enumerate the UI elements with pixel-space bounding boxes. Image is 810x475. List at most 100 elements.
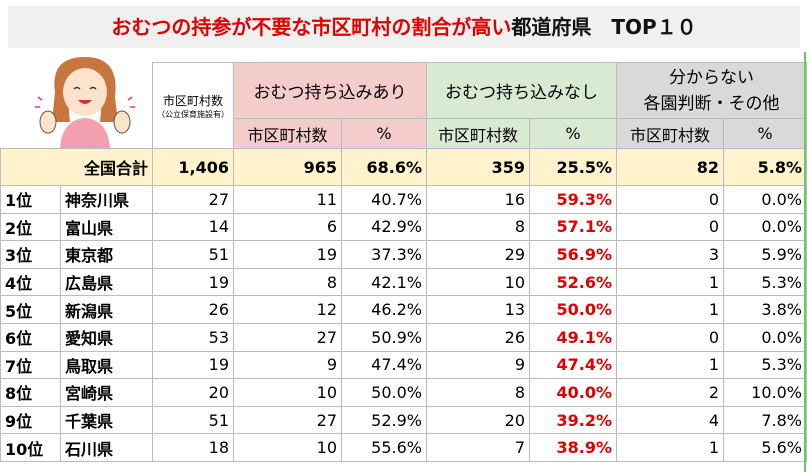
cell-p2: 50.0% bbox=[529, 295, 617, 324]
cell-rank: 10位 bbox=[0, 433, 61, 462]
cell-p2: 49.1% bbox=[529, 322, 617, 352]
cell-p3: 5.3% bbox=[723, 350, 807, 380]
cell-p3: 0.0% bbox=[723, 185, 807, 214]
table-row: 5位 新潟県 26 12 46.2% 13 50.0% 1 3.8% bbox=[0, 295, 807, 324]
cell-pref: 神奈川県 bbox=[60, 185, 153, 214]
cell-count: 53 bbox=[152, 322, 234, 352]
cell-c2: 7 bbox=[426, 433, 530, 462]
cell-count: 26 bbox=[152, 295, 234, 324]
cell-c3: 0 bbox=[616, 212, 724, 242]
cell-p2: 47.4% bbox=[529, 350, 617, 380]
cell-pref: 富山県 bbox=[60, 212, 153, 242]
cell-p1: 42.1% bbox=[341, 267, 427, 297]
cell-p3: 10.0% bbox=[723, 378, 807, 407]
cell-p1: 50.9% bbox=[341, 322, 427, 352]
cell-c1: 6 bbox=[233, 212, 342, 242]
cell-c2: 10 bbox=[426, 267, 530, 297]
cell-p1: 50.0% bbox=[341, 378, 427, 407]
cell-c1: 9 bbox=[233, 350, 342, 380]
cell-p3: 7.8% bbox=[723, 405, 807, 435]
table-row: 1位 神奈川県 27 11 40.7% 16 59.3% 0 0.0% bbox=[0, 185, 807, 214]
frame-border bbox=[804, 52, 806, 472]
cell-c1: 27 bbox=[233, 322, 342, 352]
table-row: 2位 富山県 14 6 42.9% 8 57.1% 0 0.0% bbox=[0, 212, 807, 242]
woman-illustration bbox=[35, 57, 135, 148]
cell-pref: 石川県 bbox=[60, 433, 153, 462]
cell-pref: 千葉県 bbox=[60, 405, 153, 435]
cell-pref: 広島県 bbox=[60, 267, 153, 297]
table-row: 6位 愛知県 53 27 50.9% 26 49.1% 0 0.0% bbox=[0, 322, 807, 352]
cell-c3: 2 bbox=[616, 378, 724, 407]
cell-c3: 3 bbox=[616, 240, 724, 269]
cell-c1: 8 bbox=[233, 267, 342, 297]
cell-count: 51 bbox=[152, 240, 234, 269]
cell-p1: 52.9% bbox=[341, 405, 427, 435]
cell-pref: 東京都 bbox=[60, 240, 153, 269]
cell-p1: 37.3% bbox=[341, 240, 427, 269]
cell-rank: 3位 bbox=[0, 240, 61, 269]
cell-c3: 1 bbox=[616, 267, 724, 297]
cell-p3: 5.6% bbox=[723, 433, 807, 462]
cell-count: 51 bbox=[152, 405, 234, 435]
cell-p3: 5.9% bbox=[723, 240, 807, 269]
cell-p2: 59.3% bbox=[529, 185, 617, 214]
cell-p1: 42.9% bbox=[341, 212, 427, 242]
table-row: 3位 東京都 51 19 37.3% 29 56.9% 3 5.9% bbox=[0, 240, 807, 269]
cell-c2: 26 bbox=[426, 322, 530, 352]
cell-c1: 27 bbox=[233, 405, 342, 435]
page-title: おむつの持参が不要な市区町村の割合が高い都道府県 TOP１０ bbox=[8, 6, 800, 48]
cell-rank: 1位 bbox=[0, 185, 61, 214]
cell-p1: 47.4% bbox=[341, 350, 427, 380]
cell-p2: 57.1% bbox=[529, 212, 617, 242]
cell-p2: 40.0% bbox=[529, 378, 617, 407]
cell-count: 19 bbox=[152, 267, 234, 297]
cell-rank: 7位 bbox=[0, 350, 61, 380]
cell-rank: 9位 bbox=[0, 405, 61, 435]
cell-pref: 新潟県 bbox=[60, 295, 153, 324]
cell-c3: 1 bbox=[616, 350, 724, 380]
cell-c3: 0 bbox=[616, 185, 724, 214]
cell-c2: 9 bbox=[426, 350, 530, 380]
cell-rank: 8位 bbox=[0, 378, 61, 407]
cell-c2: 13 bbox=[426, 295, 530, 324]
cell-c2: 8 bbox=[426, 378, 530, 407]
ranking-table: 市区町村数 （公立保育施設有） おむつ持ち込みあり おむつ持ち込みなし 分からない… bbox=[0, 62, 807, 462]
cell-pref: 愛知県 bbox=[60, 322, 153, 352]
table-row: 9位 千葉県 51 27 52.9% 20 39.2% 4 7.8% bbox=[0, 405, 807, 435]
cell-c3: 4 bbox=[616, 405, 724, 435]
cell-p3: 0.0% bbox=[723, 322, 807, 352]
cell-count: 18 bbox=[152, 433, 234, 462]
cell-c3: 1 bbox=[616, 433, 724, 462]
cell-c3: 0 bbox=[616, 322, 724, 352]
cell-c2: 20 bbox=[426, 405, 530, 435]
cell-p1: 55.6% bbox=[341, 433, 427, 462]
cell-count: 19 bbox=[152, 350, 234, 380]
cell-pref: 宮崎県 bbox=[60, 378, 153, 407]
cell-c1: 10 bbox=[233, 378, 342, 407]
cell-c1: 10 bbox=[233, 433, 342, 462]
cell-c1: 19 bbox=[233, 240, 342, 269]
table-row: 10位 石川県 18 10 55.6% 7 38.9% 1 5.6% bbox=[0, 433, 807, 462]
cell-c2: 16 bbox=[426, 185, 530, 214]
cell-c3: 1 bbox=[616, 295, 724, 324]
cell-count: 14 bbox=[152, 212, 234, 242]
cell-count: 27 bbox=[152, 185, 234, 214]
cell-p3: 5.3% bbox=[723, 267, 807, 297]
cell-rank: 5位 bbox=[0, 295, 61, 324]
total-row: 全国合計 1,406 965 68.6% 359 25.5% 82 5.8% bbox=[0, 148, 807, 186]
cell-p3: 3.8% bbox=[723, 295, 807, 324]
cell-p2: 38.9% bbox=[529, 433, 617, 462]
cell-rank: 2位 bbox=[0, 212, 61, 242]
table-row: 7位 鳥取県 19 9 47.4% 9 47.4% 1 5.3% bbox=[0, 350, 807, 380]
header-count: 市区町村数 （公立保育施設有） bbox=[152, 62, 234, 149]
cell-rank: 6位 bbox=[0, 322, 61, 352]
cell-p2: 52.6% bbox=[529, 267, 617, 297]
cell-p1: 46.2% bbox=[341, 295, 427, 324]
cell-pref: 鳥取県 bbox=[60, 350, 153, 380]
cell-c1: 11 bbox=[233, 185, 342, 214]
cell-p2: 39.2% bbox=[529, 405, 617, 435]
table-row: 4位 広島県 19 8 42.1% 10 52.6% 1 5.3% bbox=[0, 267, 807, 297]
header-without-diapers: おむつ持ち込みなし bbox=[426, 62, 617, 119]
table-row: 8位 宮崎県 20 10 50.0% 8 40.0% 2 10.0% bbox=[0, 378, 807, 407]
header-with-diapers: おむつ持ち込みあり bbox=[233, 62, 427, 119]
